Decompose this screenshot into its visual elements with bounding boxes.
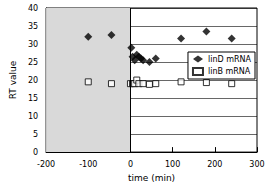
svg-text:100: 100	[165, 160, 180, 169]
svg-text:10: 10	[28, 112, 38, 121]
svg-text:5: 5	[33, 130, 38, 139]
svg-text:15: 15	[28, 94, 38, 103]
svg-text:300: 300	[249, 160, 264, 169]
svg-text:35: 35	[28, 22, 38, 31]
svg-text:time (min): time (min)	[128, 173, 175, 183]
svg-text:0: 0	[33, 148, 38, 157]
svg-text:linD mRNA: linD mRNA	[208, 55, 252, 64]
svg-text:-200: -200	[37, 160, 55, 169]
svg-text:200: 200	[207, 160, 222, 169]
svg-text:20: 20	[28, 76, 38, 85]
svg-text:30: 30	[28, 40, 38, 49]
svg-text:40: 40	[28, 4, 38, 13]
svg-text:linB mRNA: linB mRNA	[208, 67, 251, 76]
svg-text:0: 0	[128, 160, 133, 169]
svg-text:RT value: RT value	[8, 60, 18, 99]
svg-text:25: 25	[28, 58, 38, 67]
svg-text:-100: -100	[79, 160, 97, 169]
